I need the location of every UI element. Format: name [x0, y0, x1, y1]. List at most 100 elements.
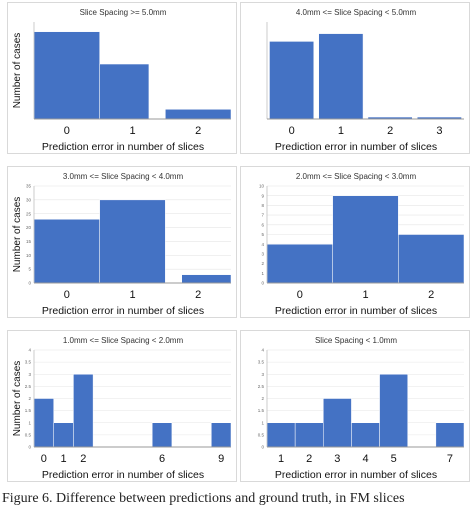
y-axis-label: Number of cases — [12, 197, 23, 273]
x-axis-label: Prediction error in number of slices — [275, 305, 437, 317]
x-tick-label: 4 — [362, 453, 368, 465]
x-tick-label: 0 — [289, 125, 295, 137]
y-tick-label: 1 — [261, 420, 264, 425]
chart-svg: 4.0mm <= Slice Spacing < 5.0mm 0 1 2 3 Predic… — [266, 8, 464, 153]
y-tick-label: 1 — [28, 420, 31, 425]
y-axis-label: Number of cases — [12, 361, 23, 437]
y-tick-label: 20 — [26, 225, 32, 230]
x-tick-label: 1 — [338, 125, 344, 137]
y-tick-label: 8 — [261, 203, 264, 208]
chart-title: Slice Spacing >= 5.0mm — [80, 8, 167, 17]
histogram-bar — [318, 33, 364, 120]
histogram-bar — [99, 63, 150, 120]
chart-title: Slice Spacing < 1.0mm — [315, 336, 397, 345]
x-tick-label: 3 — [436, 125, 442, 137]
y-axis-label: Number of cases — [12, 33, 23, 109]
y-tick-label: 4 — [28, 348, 31, 353]
x-tick-label: 0 — [41, 453, 47, 465]
x-tick-label: 1 — [60, 453, 66, 465]
x-axis-label: Prediction error in number of slices — [275, 141, 437, 153]
chart-panel-4: 2.0mm <= Slice Spacing < 3.0mm 0 1 2 3 4 5 6 7 8 9… — [240, 166, 470, 318]
y-tick-label: 25 — [26, 211, 32, 216]
x-tick-label: 1 — [129, 125, 135, 137]
y-tick-label: 3 — [261, 252, 264, 257]
y-tick-label: 4 — [261, 242, 264, 247]
y-tick-label: 15 — [26, 239, 32, 244]
y-tick-label: 2 — [261, 261, 264, 266]
y-tick-label: 10 — [26, 253, 32, 258]
x-tick-label: 5 — [391, 453, 397, 465]
y-tick-label: 9 — [261, 193, 264, 198]
figure-caption: Figure 6. Difference between predictions… — [2, 491, 405, 506]
y-tick-label: 5 — [261, 232, 264, 237]
x-tick-label: 2 — [428, 289, 434, 301]
x-tick-label: 6 — [159, 453, 165, 465]
x-tick-label: 0 — [297, 289, 303, 301]
histogram-bar — [151, 422, 173, 448]
y-tick-label: 30 — [26, 197, 32, 202]
x-tick-label: 1 — [362, 289, 368, 301]
x-tick-label: 2 — [387, 125, 393, 137]
histogram-bar — [99, 199, 166, 284]
x-tick-label: 2 — [306, 453, 312, 465]
chart-svg: 2.0mm <= Slice Spacing < 3.0mm 0 1 2 3 4 5 6 7 8 9… — [259, 172, 465, 317]
histogram-bar — [181, 274, 232, 284]
histogram-bar — [351, 422, 380, 448]
y-tick-label: 0.5 — [25, 432, 32, 437]
y-tick-label: 2.5 — [258, 384, 265, 389]
y-tick-label: 4 — [261, 348, 264, 353]
histogram-bar — [53, 422, 74, 448]
chart-panel-2: 4.0mm <= Slice Spacing < 5.0mm 0 1 2 3 Predic… — [240, 2, 470, 154]
y-tick-label: 1.5 — [25, 408, 32, 413]
histogram-bar — [435, 422, 465, 448]
histogram-bar — [165, 109, 232, 120]
x-tick-label: 1 — [129, 289, 135, 301]
histogram-bar — [266, 422, 296, 448]
chart-svg: Slice Spacing >= 5.0mm 0 1 2 Prediction erro… — [12, 8, 232, 153]
chart-title: 2.0mm <= Slice Spacing < 3.0mm — [296, 172, 417, 181]
histogram-bar — [33, 219, 100, 284]
chart-panel-6: Slice Spacing < 1.0mm 0 0.5 1 1.5 2 2.5 3 3.5 4 1 2… — [240, 330, 470, 482]
y-tick-label: 3 — [261, 372, 264, 377]
y-tick-label: 6 — [261, 222, 264, 227]
histogram-bar — [294, 422, 324, 448]
x-axis-label: Prediction error in number of slices — [42, 469, 204, 481]
x-tick-label: 2 — [80, 453, 86, 465]
x-tick-label: 3 — [334, 453, 340, 465]
chart-panel-5: 1.0mm <= Slice Spacing < 2.0mm 0 0.5 1 1.5 2 2… — [7, 330, 237, 482]
y-tick-label: 2 — [28, 396, 31, 401]
x-axis-label: Prediction error in number of slices — [275, 469, 437, 481]
x-axis-label: Prediction error in number of slices — [42, 305, 204, 317]
y-tick-label: 0.5 — [258, 432, 265, 437]
y-tick-label: 10 — [259, 184, 265, 189]
x-tick-label: 2 — [195, 125, 201, 137]
histogram-bar — [211, 422, 232, 448]
x-tick-label: 1 — [278, 453, 284, 465]
chart-panel-1: Slice Spacing >= 5.0mm 0 1 2 Prediction erro… — [7, 2, 237, 154]
x-tick-label: 0 — [64, 289, 70, 301]
chart-title: 3.0mm <= Slice Spacing < 4.0mm — [63, 172, 184, 181]
y-tick-label: 2 — [261, 396, 264, 401]
histogram-bar — [269, 41, 315, 120]
y-tick-label: 1 — [261, 271, 264, 276]
chart-svg: 3.0mm <= Slice Spacing < 4.0mm0510152025… — [12, 172, 232, 317]
y-tick-label: 3.5 — [25, 360, 32, 365]
chart-panel-3: 3.0mm <= Slice Spacing < 4.0mm 0 5 10 15 20 25… — [7, 166, 237, 318]
y-tick-label: 3 — [28, 372, 31, 377]
histogram-bar — [332, 195, 399, 284]
histogram-bar — [33, 31, 100, 120]
x-tick-label: 0 — [64, 125, 70, 137]
y-tick-label: 0 — [28, 281, 31, 286]
y-tick-label: 0 — [261, 281, 264, 286]
y-tick-label: 1.5 — [258, 408, 265, 413]
y-tick-label: 0 — [28, 445, 31, 450]
histogram-bar — [266, 243, 333, 284]
y-tick-label: 5 — [28, 267, 31, 272]
chart-title: 1.0mm <= Slice Spacing < 2.0mm — [63, 336, 184, 345]
y-tick-label: 0 — [261, 445, 264, 450]
histogram-bar — [379, 374, 408, 448]
x-axis-label: Prediction error in number of slices — [42, 141, 204, 153]
chart-svg: Slice Spacing < 1.0mm 0 0.5 1 1.5 2 2.5 3 3.5 4 1 2… — [258, 336, 465, 481]
histogram-bar — [33, 398, 54, 448]
histogram-bar — [73, 374, 94, 448]
